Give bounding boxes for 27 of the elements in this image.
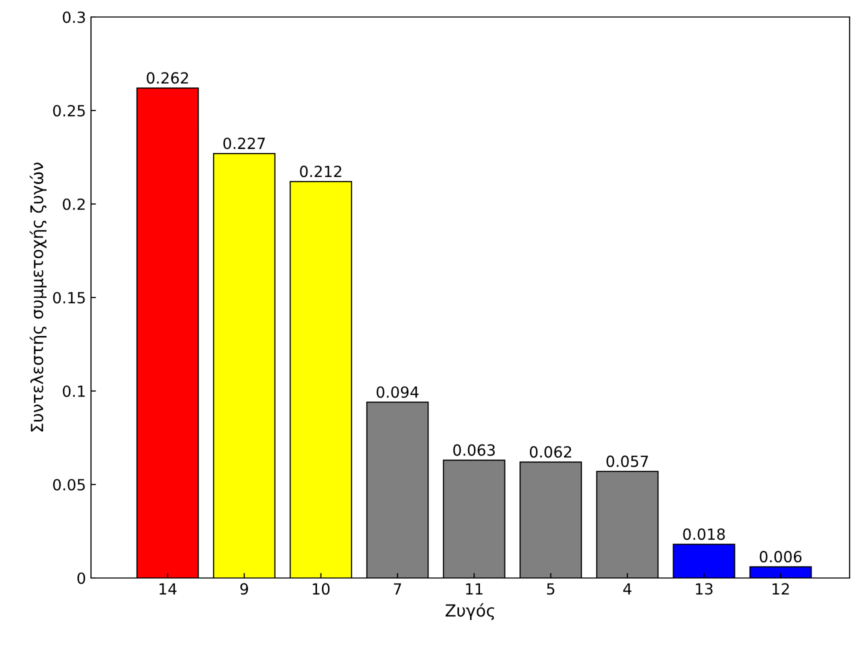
x-tick-label: 10 xyxy=(312,583,330,595)
y-tick-label: 0.05 xyxy=(53,478,85,491)
x-axis-title: Ζυγός xyxy=(446,603,494,620)
y-tick-label: 0.1 xyxy=(62,385,85,398)
y-tick-label: 0 xyxy=(77,572,86,584)
data-label: 0.227 xyxy=(223,138,265,150)
y-tick-label: 0.15 xyxy=(53,292,85,304)
x-tick-label: 12 xyxy=(772,583,789,594)
y-tick-label: 0.25 xyxy=(53,104,85,117)
data-label: 0.094 xyxy=(376,386,419,398)
x-tick-label: 9 xyxy=(240,583,248,595)
x-tick-label: 4 xyxy=(623,583,632,594)
y-tick-label: 0.2 xyxy=(62,198,85,210)
data-label: 0.212 xyxy=(300,166,342,178)
data-label: 0.006 xyxy=(760,550,802,562)
x-tick-label: 11 xyxy=(466,583,482,594)
x-tick-label: 7 xyxy=(394,583,402,594)
data-label: 0.262 xyxy=(146,72,188,84)
x-tick-label: 5 xyxy=(547,583,554,595)
data-label: 0.062 xyxy=(530,446,572,458)
y-axis-title: Συντελεστής συμμετοχής ζυγών xyxy=(30,162,47,432)
data-label: 0.057 xyxy=(606,456,648,468)
y-tick-label: 0.3 xyxy=(62,11,85,24)
data-label: 0.063 xyxy=(453,444,495,456)
x-tick-label: 13 xyxy=(696,583,712,595)
data-label: 0.018 xyxy=(683,528,725,540)
x-tick-label: 14 xyxy=(160,583,176,594)
